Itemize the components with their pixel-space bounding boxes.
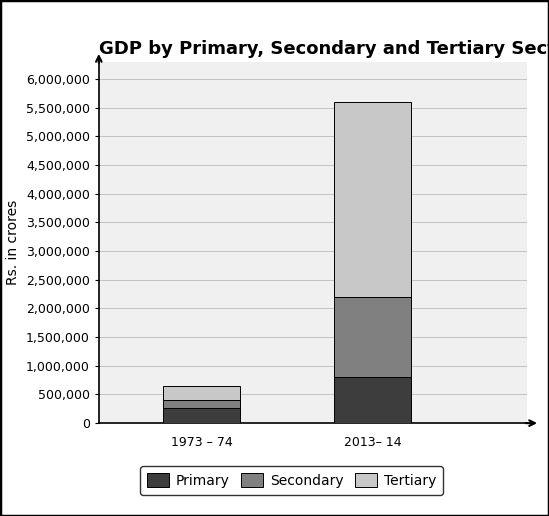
Text: GDP by Primary, Secondary and Tertiary Sectors: GDP by Primary, Secondary and Tertiary S… xyxy=(99,40,549,58)
Y-axis label: Rs. in crores: Rs. in crores xyxy=(6,200,20,285)
Legend: Primary, Secondary, Tertiary: Primary, Secondary, Tertiary xyxy=(140,466,443,495)
Bar xyxy=(163,386,240,400)
Bar xyxy=(334,297,411,377)
Bar xyxy=(163,408,240,423)
Bar xyxy=(334,102,411,297)
Bar xyxy=(163,400,240,408)
Bar xyxy=(334,377,411,423)
